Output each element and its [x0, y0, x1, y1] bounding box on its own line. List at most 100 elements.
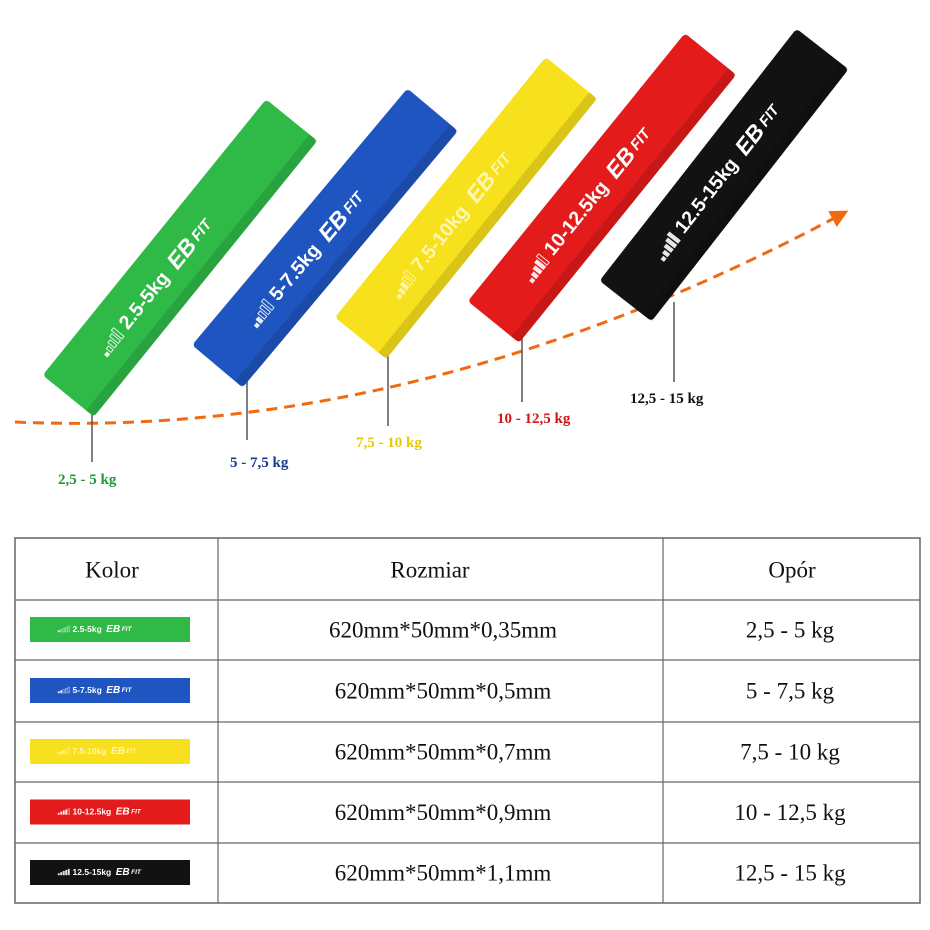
strength-bar [257, 310, 268, 320]
brand-suffix: FIT [131, 869, 142, 876]
swatch-band [30, 799, 190, 825]
callout-label: 5 - 7,5 kg [230, 455, 289, 471]
band-size: 2.5-5kg [73, 624, 102, 634]
color-swatch: 12.5-15kg EB FIT [30, 860, 190, 885]
strength-bar [255, 316, 264, 325]
brand-suffix: FIT [131, 809, 142, 816]
strength-bar [399, 281, 410, 291]
band-size: 5-7.5kg [73, 685, 102, 695]
strength-bar [530, 271, 539, 280]
column-header: Opór [768, 557, 816, 582]
strength-bar [259, 304, 272, 316]
brand-logo: EB [106, 685, 120, 696]
strength-bar [666, 231, 681, 244]
strength-bar [65, 809, 68, 815]
strength-bar [402, 269, 417, 282]
strength-bar [60, 751, 63, 755]
resistance-cell: 5 - 7,5 kg [746, 678, 835, 703]
progress-arrow [14, 210, 849, 425]
strength-bar [110, 327, 125, 340]
strength-bar [62, 810, 65, 815]
swatch-print: 12.5-15kg EB FIT [57, 867, 142, 878]
strength-bar [109, 333, 122, 345]
band-shade [86, 134, 318, 417]
color-swatch: 5-7.5kg EB FIT [30, 678, 190, 703]
swatch-band [30, 678, 190, 703]
strength-bar [65, 627, 68, 633]
strength-bar [60, 629, 63, 633]
band-shade [234, 124, 458, 388]
size-cell: 620mm*50mm*0,9mm [335, 800, 552, 825]
strength-bar [60, 872, 63, 876]
strength-bar [67, 686, 70, 694]
resistance-cell: 7,5 - 10 kg [740, 739, 840, 764]
strength-bar [260, 298, 275, 311]
swatch-print: 7.5-10kg EB FIT [57, 746, 137, 757]
strength-bar [62, 628, 65, 633]
swatch-band [30, 860, 190, 885]
strength-bar [663, 243, 674, 253]
band-size: 7.5-10kg [73, 746, 107, 756]
band-shade [511, 68, 737, 343]
strength-bar [532, 265, 543, 275]
strength-bar [65, 870, 68, 876]
strength-bar [57, 691, 60, 694]
strength-bar [62, 689, 65, 694]
callout-label: 12,5 - 15 kg [630, 391, 704, 407]
strength-bar [67, 808, 70, 815]
swatch-band [30, 617, 190, 642]
band-size: 10-12.5kg [73, 806, 112, 816]
strength-bar [253, 322, 260, 329]
callout-label: 10 - 12,5 kg [497, 411, 571, 427]
swatch-band [30, 739, 190, 764]
callout-label: 2,5 - 5 kg [58, 472, 117, 488]
brand-logo: EB [111, 746, 125, 757]
brand-logo: EB [116, 807, 130, 818]
strength-bar [397, 287, 407, 296]
strength-bar [107, 339, 118, 349]
brand-logo: EB [116, 867, 130, 878]
strength-bar [104, 351, 111, 358]
strength-bar [529, 277, 536, 284]
resistance-cell: 10 - 12,5 kg [734, 800, 846, 825]
callout-label: 7,5 - 10 kg [356, 435, 422, 451]
column-header: Kolor [85, 557, 139, 582]
band-body [469, 34, 735, 342]
column-header: Rozmiar [390, 557, 470, 582]
strength-bar [396, 293, 403, 300]
strength-bar [662, 249, 671, 258]
strength-bar [60, 690, 63, 694]
strength-bar [660, 255, 667, 262]
strength-bar [65, 749, 68, 755]
swatch-print: 10-12.5kg EB FIT [57, 806, 142, 818]
band-body [44, 100, 316, 416]
strength-bar [67, 625, 70, 633]
brand-suffix: FIT [126, 748, 137, 755]
strength-bar [665, 237, 678, 249]
size-cell: 620mm*50mm*0,35mm [329, 617, 557, 642]
strength-bar [105, 345, 114, 353]
strength-bar [62, 871, 65, 876]
strength-bar [62, 750, 65, 755]
strength-bar [60, 811, 63, 815]
band-body [336, 58, 596, 358]
strength-bar [57, 873, 60, 876]
swatch-print: 5-7.5kg EB FIT [57, 685, 132, 696]
band-size: 12.5-15kg [73, 867, 112, 877]
color-swatch: 7.5-10kg EB FIT [30, 739, 190, 764]
strength-bar [401, 275, 414, 287]
strength-bar [57, 630, 60, 633]
resistance-cell: 2,5 - 5 kg [746, 617, 835, 642]
strength-bar [534, 259, 547, 271]
strength-bar [67, 868, 70, 876]
band-body [601, 30, 847, 320]
color-swatch: 10-12.5kg EB FIT [30, 799, 190, 825]
resistance-cell: 12,5 - 15 kg [734, 860, 846, 885]
